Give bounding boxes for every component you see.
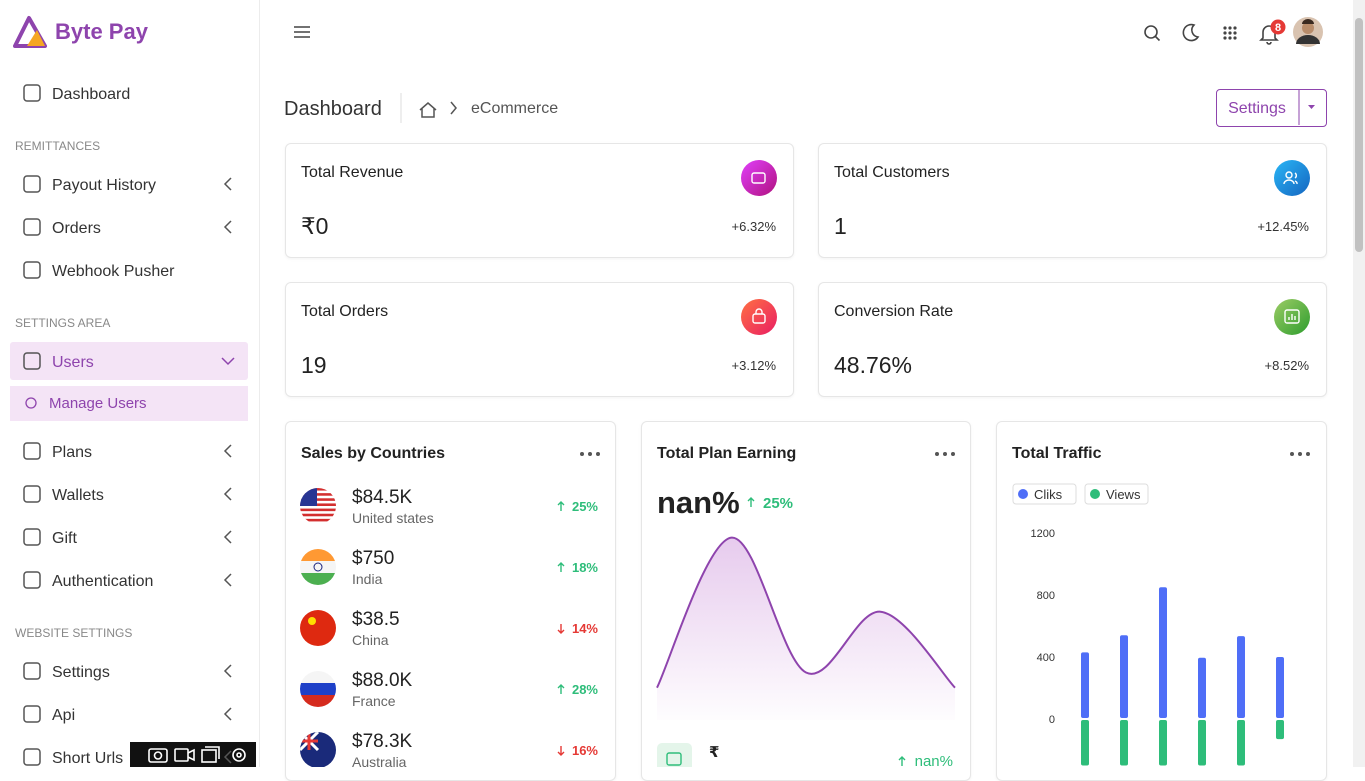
- notification-count: 8: [1275, 22, 1281, 34]
- scrollbar-thumb[interactable]: [1355, 18, 1363, 252]
- bell-icon[interactable]: [1259, 25, 1279, 45]
- stat-card: [285, 143, 794, 258]
- theme-icon[interactable]: [1182, 23, 1200, 42]
- chevron: [450, 101, 457, 115]
- badge: [1270, 19, 1286, 35]
- stat-card: [818, 143, 1327, 258]
- menu-highlight: [10, 342, 248, 380]
- stat-card: [285, 282, 794, 397]
- submenu-highlight: [10, 386, 248, 421]
- apps-icon[interactable]: [1223, 26, 1237, 40]
- header-icons: [294, 23, 1279, 45]
- plan-card: [641, 421, 971, 781]
- search-icon[interactable]: [1144, 25, 1161, 42]
- stat-card: [818, 282, 1327, 397]
- scrollbar-track: [1353, 0, 1365, 767]
- settings-button[interactable]: [1216, 89, 1327, 127]
- home-icon[interactable]: [419, 102, 437, 118]
- sidebar: [0, 0, 260, 767]
- menu-icon[interactable]: [294, 26, 310, 38]
- avatar[interactable]: [1293, 17, 1323, 47]
- page-title: Dashboard: [284, 98, 382, 120]
- sales-card: [285, 421, 616, 781]
- traffic-card: [996, 421, 1327, 781]
- breadcrumb[interactable]: eCommerce: [471, 100, 558, 117]
